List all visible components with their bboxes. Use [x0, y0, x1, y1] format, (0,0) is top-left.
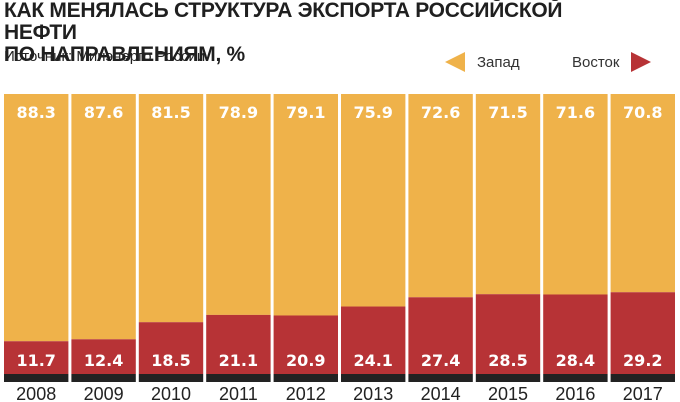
data-label-east: 24.1	[353, 351, 392, 370]
bar-base	[610, 374, 675, 382]
bar-west	[273, 94, 338, 316]
data-label-east: 18.5	[151, 351, 190, 370]
bar-base	[273, 374, 338, 382]
x-tick-label: 2011	[219, 384, 258, 402]
bar-east	[273, 315, 338, 374]
triangle-left-icon	[445, 52, 465, 72]
data-label-west: 72.6	[421, 103, 460, 122]
x-tick-label: 2017	[623, 384, 663, 402]
bar-base	[408, 374, 473, 382]
data-label-west: 79.1	[286, 103, 325, 122]
bar-west	[408, 94, 473, 298]
legend-item-east: Восток	[572, 52, 652, 72]
x-tick-label: 2012	[286, 384, 326, 402]
legend-label-east: Восток	[572, 53, 620, 71]
data-label-west: 70.8	[623, 103, 662, 122]
bar-east	[138, 322, 204, 374]
data-label-east: 27.4	[421, 351, 460, 370]
x-tick-label: 2015	[488, 384, 528, 402]
data-label-west: 88.3	[16, 103, 55, 122]
x-tick-label: 2016	[555, 384, 595, 402]
x-tick-label: 2013	[353, 384, 393, 402]
bar-east	[408, 297, 473, 374]
x-tick-label: 2014	[421, 384, 461, 402]
bar-west	[475, 94, 541, 295]
bar-base	[543, 374, 608, 382]
bar-base	[475, 374, 541, 382]
bar-east	[206, 314, 271, 374]
chart-title: КАК МЕНЯЛАСЬ СТРУКТУРА ЭКСПОРТА РОССИЙСК…	[4, 0, 604, 66]
data-label-west: 71.5	[488, 103, 527, 122]
x-tick-label: 2010	[151, 384, 191, 402]
bar-base	[138, 374, 204, 382]
chart-title-line2: ПО НАПРАВЛЕНИЯМ, %	[4, 43, 245, 66]
data-label-west: 81.5	[151, 103, 190, 122]
legend-item-west: Запад	[445, 52, 520, 72]
data-label-east: 29.2	[623, 351, 662, 370]
bar-west	[206, 94, 271, 315]
data-label-east: 28.5	[488, 351, 527, 370]
x-tick-label: 2008	[16, 384, 56, 402]
bar-west	[138, 94, 204, 323]
data-label-east: 11.7	[16, 351, 55, 370]
bar-east	[543, 294, 608, 374]
triangle-right-icon	[631, 52, 652, 72]
data-label-west: 87.6	[84, 103, 123, 122]
bar-base	[4, 374, 69, 382]
bar-base	[71, 374, 136, 382]
bar-west	[341, 94, 406, 307]
legend-label-west: Запад	[477, 53, 520, 71]
bar-base	[341, 374, 406, 382]
bar-base	[206, 374, 271, 382]
data-label-east: 28.4	[556, 351, 595, 370]
bar-east	[610, 292, 675, 374]
data-label-east: 21.1	[219, 351, 258, 370]
bar-west	[71, 94, 136, 340]
bar-east	[475, 294, 541, 374]
chart-title-line1: КАК МЕНЯЛАСЬ СТРУКТУРА ЭКСПОРТА РОССИЙСК…	[4, 0, 563, 44]
bar-west	[4, 94, 69, 342]
data-label-east: 20.9	[286, 351, 325, 370]
data-label-east: 12.4	[84, 351, 123, 370]
bar-east	[71, 339, 136, 374]
data-label-west: 78.9	[219, 103, 258, 122]
data-label-west: 75.9	[353, 103, 392, 122]
bar-east	[341, 306, 406, 374]
data-label-west: 71.6	[556, 103, 595, 122]
bar-east	[4, 341, 69, 374]
bar-west	[543, 94, 608, 295]
x-tick-label: 2009	[84, 384, 124, 402]
bar-west	[610, 94, 675, 293]
chart-source: Источник: Минэнерго России	[4, 48, 206, 65]
